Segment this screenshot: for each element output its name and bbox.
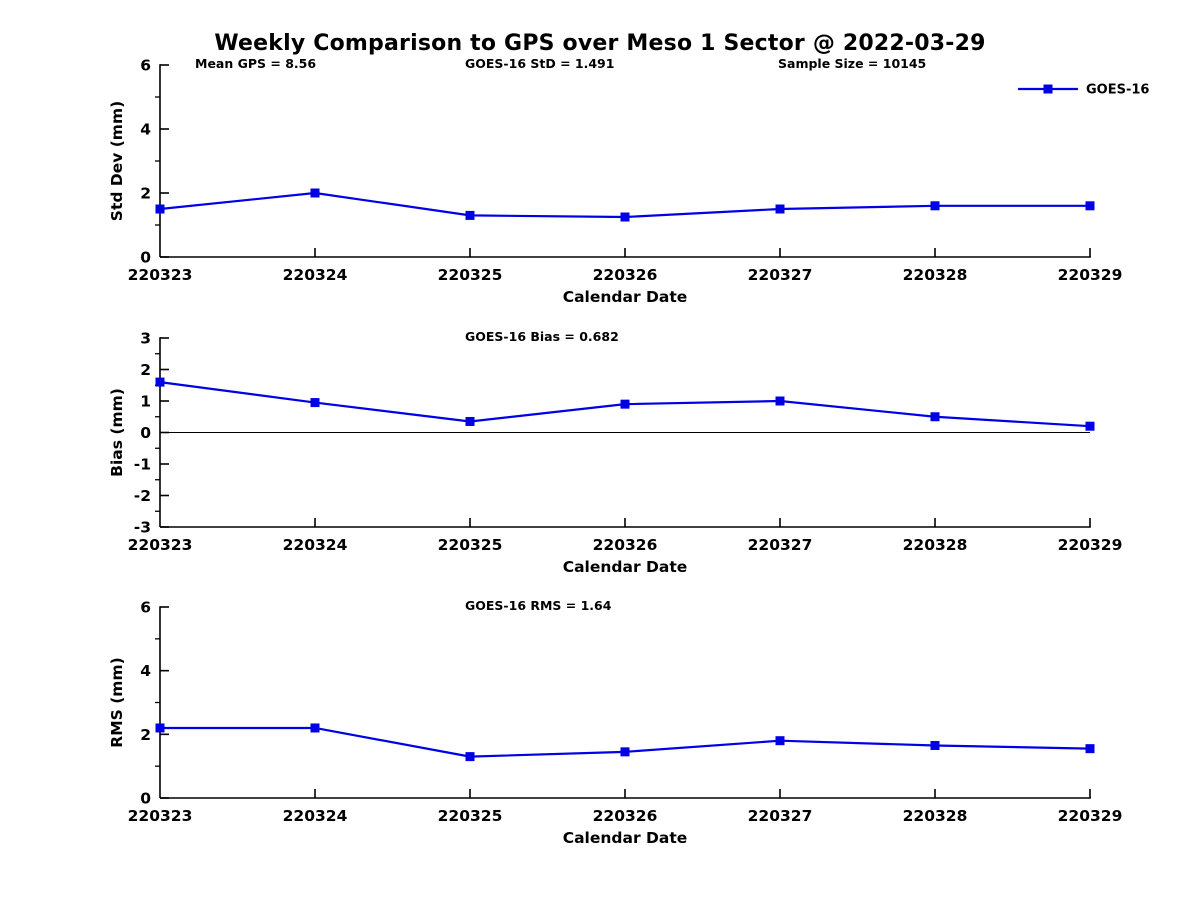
x-tick-label: 220325 (438, 807, 503, 825)
x-tick-label: 220327 (748, 536, 813, 554)
y-tick-label: 2 (140, 361, 151, 379)
x-tick-label: 220324 (283, 807, 348, 825)
y-tick-label: 4 (140, 662, 151, 680)
chart-bias-mm (155, 337, 1095, 528)
series-marker (155, 723, 165, 733)
y-tick-label: 2 (140, 185, 151, 203)
y-tick-label: 0 (140, 424, 151, 442)
series-marker (775, 736, 785, 746)
series-marker (310, 188, 320, 198)
y-axis-title: Std Dev (mm) (108, 101, 126, 221)
x-tick-label: 220323 (128, 536, 193, 554)
x-tick-label: 220328 (903, 266, 968, 284)
x-tick-label: 220323 (128, 266, 193, 284)
annotation: Mean GPS = 8.56 (195, 56, 316, 71)
series-marker (1085, 744, 1095, 754)
y-tick-label: -3 (134, 519, 151, 537)
legend (1018, 84, 1078, 94)
chart-std-dev-mm (155, 64, 1095, 258)
y-tick-label: 4 (140, 121, 151, 139)
x-tick-label: 220329 (1058, 807, 1123, 825)
series-marker (775, 396, 785, 406)
y-tick-label: -2 (134, 487, 151, 505)
legend-marker-icon (1043, 84, 1053, 94)
x-tick-label: 220327 (748, 266, 813, 284)
y-tick-label: 1 (140, 393, 151, 411)
y-tick-label: -1 (134, 456, 151, 474)
series-marker (465, 210, 475, 220)
series-marker (155, 377, 165, 387)
x-tick-label: 220326 (593, 807, 658, 825)
x-tick-label: 220324 (283, 266, 348, 284)
x-tick-label: 220325 (438, 536, 503, 554)
x-tick-label: 220328 (903, 807, 968, 825)
x-tick-label: 220325 (438, 266, 503, 284)
y-tick-label: 0 (140, 790, 151, 808)
annotation: GOES-16 RMS = 1.64 (465, 598, 612, 613)
x-axis-title: Calendar Date (563, 558, 688, 576)
annotation: Sample Size = 10145 (778, 56, 926, 71)
y-tick-label: 2 (140, 726, 151, 744)
y-axis-title: Bias (mm) (108, 388, 126, 477)
series-marker (930, 412, 940, 422)
x-tick-label: 220324 (283, 536, 348, 554)
page-title: Weekly Comparison to GPS over Meso 1 Sec… (214, 31, 986, 56)
x-axis-title: Calendar Date (563, 288, 688, 306)
series-marker (1085, 201, 1095, 211)
x-tick-label: 220328 (903, 536, 968, 554)
series-marker (620, 212, 630, 222)
y-tick-label: 0 (140, 249, 151, 267)
y-tick-label: 3 (140, 330, 151, 348)
series-marker (465, 752, 475, 762)
y-tick-label: 6 (140, 599, 151, 617)
series-marker (310, 723, 320, 733)
series-marker (310, 398, 320, 408)
x-tick-label: 220327 (748, 807, 813, 825)
x-tick-label: 220326 (593, 266, 658, 284)
series-marker (930, 201, 940, 211)
series-marker (155, 204, 165, 214)
y-tick-label: 6 (140, 57, 151, 75)
x-tick-label: 220323 (128, 807, 193, 825)
series-marker (620, 747, 630, 757)
x-tick-label: 220329 (1058, 536, 1123, 554)
annotation: GOES-16 StD = 1.491 (465, 56, 614, 71)
x-tick-label: 220329 (1058, 266, 1123, 284)
series-marker (775, 204, 785, 214)
series-marker (1085, 421, 1095, 431)
series-marker (465, 416, 475, 426)
chart-rms-mm (155, 606, 1095, 799)
x-axis-title: Calendar Date (563, 829, 688, 847)
series-marker (620, 399, 630, 409)
x-tick-label: 220326 (593, 536, 658, 554)
annotation: GOES-16 Bias = 0.682 (465, 329, 619, 344)
series-marker (930, 740, 940, 750)
legend-label: GOES-16 (1086, 83, 1149, 98)
y-axis-title: RMS (mm) (108, 657, 126, 747)
